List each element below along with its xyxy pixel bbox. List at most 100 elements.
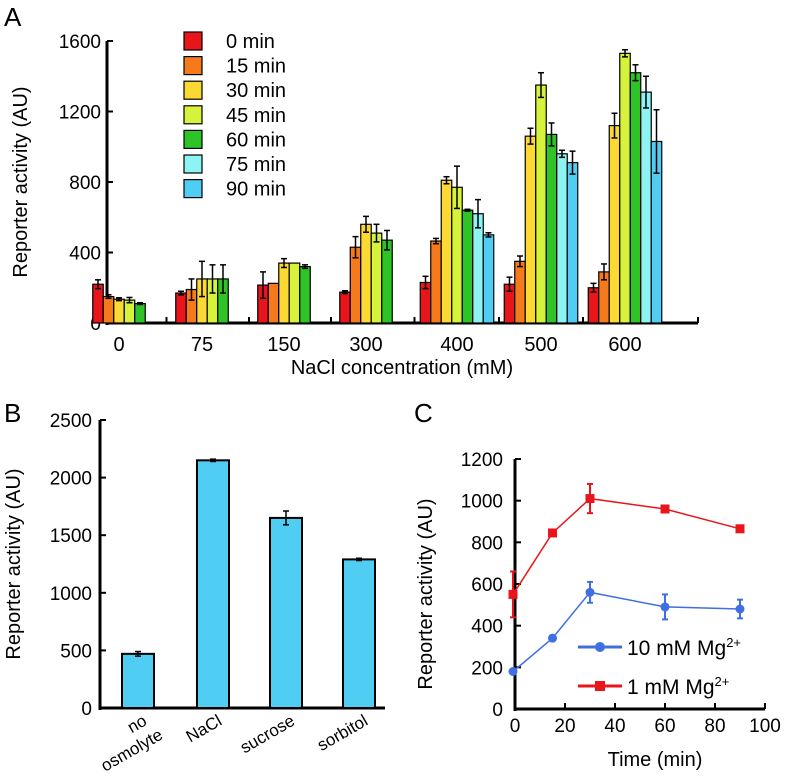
data-point <box>735 524 745 534</box>
data-point <box>660 504 670 514</box>
x-tick-label-a: 300 <box>349 334 382 356</box>
x-tick-label-c: 40 <box>604 716 625 737</box>
y-tick-label-c: 600 <box>471 575 503 596</box>
legend-label: 1 mM Mg2+ <box>627 674 729 699</box>
y-tick-label-b: 0 <box>81 699 92 720</box>
y-tick-label-a: 400 <box>69 244 101 265</box>
bar <box>587 287 600 324</box>
bar <box>472 213 484 324</box>
bar <box>608 124 621 324</box>
x-tick-label-a: 0 <box>113 334 124 356</box>
y-axis-title-c: Reporter activity (AU) <box>415 498 437 689</box>
x-tick-label-a: 600 <box>608 334 641 356</box>
bar <box>566 162 579 324</box>
legend-marker <box>595 681 605 691</box>
y-tick-label-c: 1000 <box>461 492 503 513</box>
bar <box>342 558 376 710</box>
panel-label-b: B <box>4 398 21 428</box>
x-tick-label-c: 100 <box>749 716 781 737</box>
data-point <box>660 602 670 612</box>
bar <box>461 209 474 324</box>
bar <box>535 84 547 324</box>
bar <box>370 232 383 324</box>
bar <box>619 52 631 324</box>
bar <box>440 179 453 324</box>
series-line <box>512 497 741 595</box>
x-axis-title-a: NaCl concentration (mM) <box>291 357 513 379</box>
bar <box>430 240 442 324</box>
x-tick-label-b: sorbitol <box>314 711 371 755</box>
panel-label-c: C <box>414 398 433 428</box>
bar <box>123 299 136 324</box>
x-axis-title-c: Time (min) <box>608 749 703 771</box>
y-tick-label-c: 0 <box>492 700 503 721</box>
bar <box>524 135 537 324</box>
bar <box>267 282 280 324</box>
bar <box>299 266 311 324</box>
x-tick-label-a: 75 <box>191 334 213 356</box>
y-tick-label-c: 800 <box>471 533 503 554</box>
legend-swatch <box>183 55 203 76</box>
bar <box>102 295 115 324</box>
y-tick-label-c: 200 <box>471 658 503 679</box>
bar <box>349 246 362 324</box>
y-tick-label-b: 500 <box>60 641 92 662</box>
y-tick-label-a: 800 <box>69 173 101 194</box>
legend-label: 10 mM Mg2+ <box>627 635 741 660</box>
bar <box>121 652 155 710</box>
bar <box>113 298 125 324</box>
bar <box>288 262 301 324</box>
bar <box>514 260 526 324</box>
x-tick-label-b: NaCl <box>183 711 225 746</box>
bar <box>545 133 558 324</box>
legend-swatch <box>183 179 203 199</box>
y-axis-title-a: Reporter activity (AU) <box>10 86 32 277</box>
x-tick-label-a: 150 <box>267 334 300 356</box>
bar <box>196 459 230 709</box>
x-tick-label-c: 80 <box>704 716 725 737</box>
legend-swatch <box>183 154 203 174</box>
y-tick-label-a: 1200 <box>59 103 101 124</box>
legend-label: 15 min <box>226 56 286 78</box>
data-point <box>548 633 557 643</box>
bar <box>360 223 372 324</box>
x-tick-label-c: 0 <box>510 716 521 737</box>
bar <box>629 72 642 324</box>
y-axis-title-b: Reporter activity (AU) <box>3 468 25 659</box>
bar <box>339 291 351 324</box>
legend-label: 30 min <box>226 80 286 102</box>
bar <box>92 283 104 324</box>
x-tick-label-c: 20 <box>554 716 575 737</box>
data-point <box>585 587 595 597</box>
x-tick-label-a: 500 <box>524 334 557 356</box>
y-tick-label-a: 0 <box>90 314 101 335</box>
legend-label: 45 min <box>226 105 286 127</box>
bar <box>278 262 290 324</box>
data-point <box>548 528 557 538</box>
bar <box>134 303 146 324</box>
data-point <box>508 589 518 599</box>
x-tick-label-c: 60 <box>654 716 675 737</box>
bar <box>381 239 393 324</box>
x-tick-label-a: 400 <box>440 334 473 356</box>
data-point <box>735 604 745 614</box>
legend-swatch <box>183 129 203 149</box>
legend-marker <box>595 642 605 652</box>
bar <box>482 234 495 324</box>
bar <box>175 292 187 324</box>
y-tick-label-b: 2500 <box>50 411 92 432</box>
panel-label-a: A <box>4 2 22 32</box>
legend-swatch <box>183 80 203 100</box>
bar <box>640 91 652 324</box>
legend-swatch <box>183 31 203 51</box>
y-tick-label-b: 2000 <box>50 469 92 490</box>
data-point <box>585 494 595 504</box>
bar <box>269 516 303 709</box>
y-tick-label-c: 1200 <box>461 450 503 471</box>
y-tick-label-a: 1600 <box>59 32 101 53</box>
y-tick-label-b: 1500 <box>50 526 92 547</box>
legend-swatch <box>183 105 203 125</box>
y-tick-label-c: 400 <box>471 617 503 638</box>
bar <box>556 153 568 324</box>
x-tick-label-b: sucrose <box>237 711 298 757</box>
